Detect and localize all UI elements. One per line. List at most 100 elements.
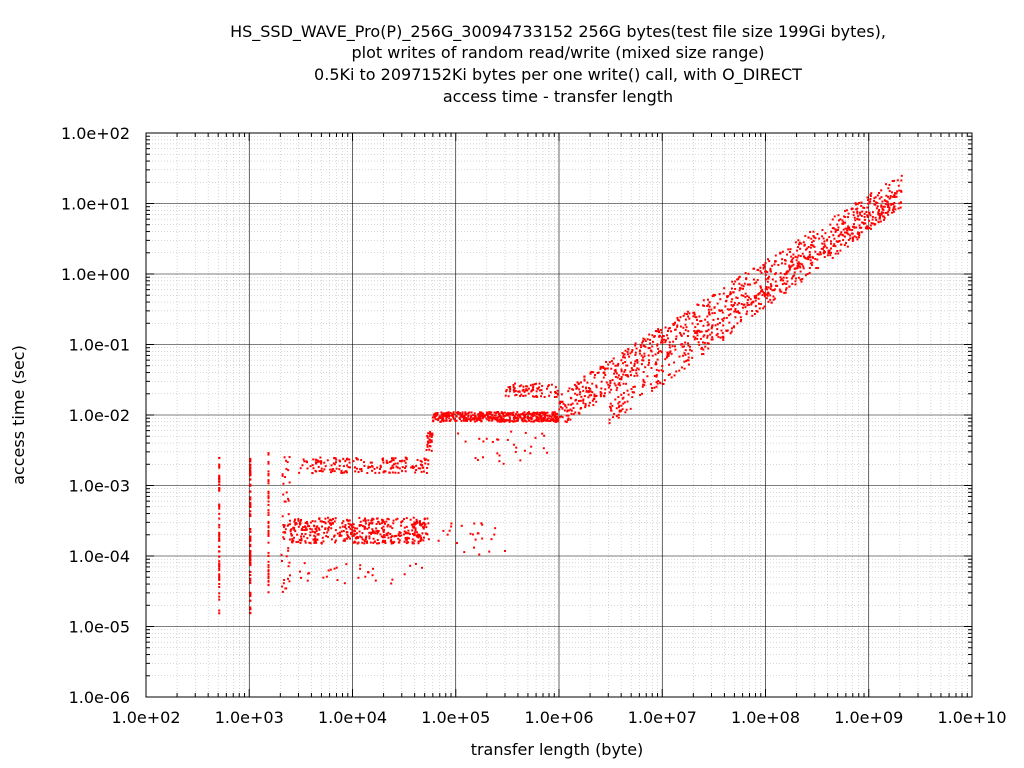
data-point bbox=[430, 449, 433, 452]
data-point bbox=[416, 531, 419, 534]
data-point bbox=[618, 382, 621, 385]
data-point bbox=[334, 529, 337, 532]
data-point bbox=[417, 467, 420, 470]
data-point bbox=[249, 478, 252, 481]
data-point bbox=[464, 411, 467, 414]
data-point bbox=[281, 474, 284, 477]
data-point bbox=[723, 287, 726, 290]
data-point bbox=[742, 285, 745, 288]
data-point bbox=[710, 331, 713, 334]
data-point bbox=[675, 370, 678, 373]
data-point bbox=[427, 459, 430, 462]
data-point bbox=[790, 255, 793, 258]
data-point bbox=[773, 297, 776, 300]
data-point bbox=[757, 297, 760, 300]
data-point bbox=[267, 474, 270, 477]
data-point bbox=[649, 342, 652, 345]
data-point bbox=[780, 277, 783, 280]
data-point bbox=[577, 399, 580, 402]
data-point bbox=[681, 343, 684, 346]
data-point bbox=[869, 198, 872, 201]
data-point bbox=[508, 418, 511, 421]
data-point bbox=[812, 230, 815, 233]
data-point bbox=[389, 540, 392, 543]
data-point bbox=[325, 575, 328, 578]
data-point bbox=[808, 271, 811, 274]
data-point bbox=[766, 258, 769, 261]
data-point bbox=[482, 440, 485, 443]
data-point bbox=[311, 530, 314, 533]
data-point bbox=[357, 576, 360, 579]
data-point bbox=[301, 464, 304, 467]
data-point bbox=[420, 566, 423, 569]
data-point bbox=[793, 274, 796, 277]
data-point bbox=[297, 519, 300, 522]
data-point bbox=[746, 298, 749, 301]
data-point bbox=[342, 465, 345, 468]
data-point bbox=[860, 231, 863, 234]
data-point bbox=[769, 267, 772, 270]
data-point bbox=[762, 263, 765, 266]
data-point bbox=[456, 411, 459, 414]
data-point bbox=[629, 352, 632, 355]
x-tick-label: 1.0e+07 bbox=[628, 708, 697, 727]
data-point bbox=[642, 344, 645, 347]
data-point bbox=[580, 406, 583, 409]
data-point bbox=[492, 416, 495, 419]
data-point bbox=[865, 210, 868, 213]
data-point bbox=[467, 418, 470, 421]
data-point bbox=[380, 535, 383, 538]
data-point bbox=[422, 539, 425, 542]
data-point bbox=[828, 249, 831, 252]
data-point bbox=[878, 212, 881, 215]
data-point bbox=[658, 331, 661, 334]
data-point bbox=[624, 411, 627, 414]
data-point bbox=[418, 522, 421, 525]
data-point bbox=[722, 335, 725, 338]
data-point bbox=[553, 415, 556, 418]
data-point bbox=[552, 413, 555, 416]
data-point bbox=[374, 579, 377, 582]
data-point bbox=[852, 211, 855, 214]
data-point bbox=[366, 541, 369, 544]
data-point bbox=[799, 255, 802, 258]
data-point bbox=[887, 195, 890, 198]
data-point bbox=[590, 394, 593, 397]
data-point bbox=[305, 528, 308, 531]
data-point bbox=[816, 253, 819, 256]
data-point bbox=[684, 353, 687, 356]
data-point bbox=[518, 414, 521, 417]
data-point bbox=[714, 324, 717, 327]
data-point bbox=[814, 237, 817, 240]
data-point bbox=[679, 343, 682, 346]
data-point bbox=[781, 283, 784, 286]
data-point bbox=[688, 345, 691, 348]
data-point bbox=[736, 297, 739, 300]
data-point bbox=[730, 308, 733, 311]
data-point bbox=[525, 388, 528, 391]
data-point bbox=[376, 542, 379, 545]
data-point bbox=[884, 211, 887, 214]
data-point bbox=[847, 216, 850, 219]
data-point bbox=[837, 219, 840, 222]
data-point bbox=[843, 215, 846, 218]
data-point bbox=[512, 416, 515, 419]
data-point bbox=[761, 290, 764, 293]
data-point bbox=[814, 257, 817, 260]
data-point bbox=[490, 417, 493, 420]
data-point bbox=[287, 565, 290, 568]
data-point bbox=[249, 496, 252, 499]
data-point bbox=[351, 531, 354, 534]
data-point bbox=[809, 259, 812, 262]
data-point bbox=[395, 518, 398, 521]
data-point bbox=[436, 413, 439, 416]
data-point bbox=[366, 472, 369, 475]
data-point bbox=[843, 235, 846, 238]
data-point bbox=[745, 277, 748, 280]
data-point bbox=[249, 559, 252, 562]
data-point bbox=[315, 538, 318, 541]
data-point bbox=[873, 203, 876, 206]
data-point bbox=[731, 305, 734, 308]
data-point bbox=[558, 415, 561, 418]
data-point bbox=[891, 208, 894, 211]
